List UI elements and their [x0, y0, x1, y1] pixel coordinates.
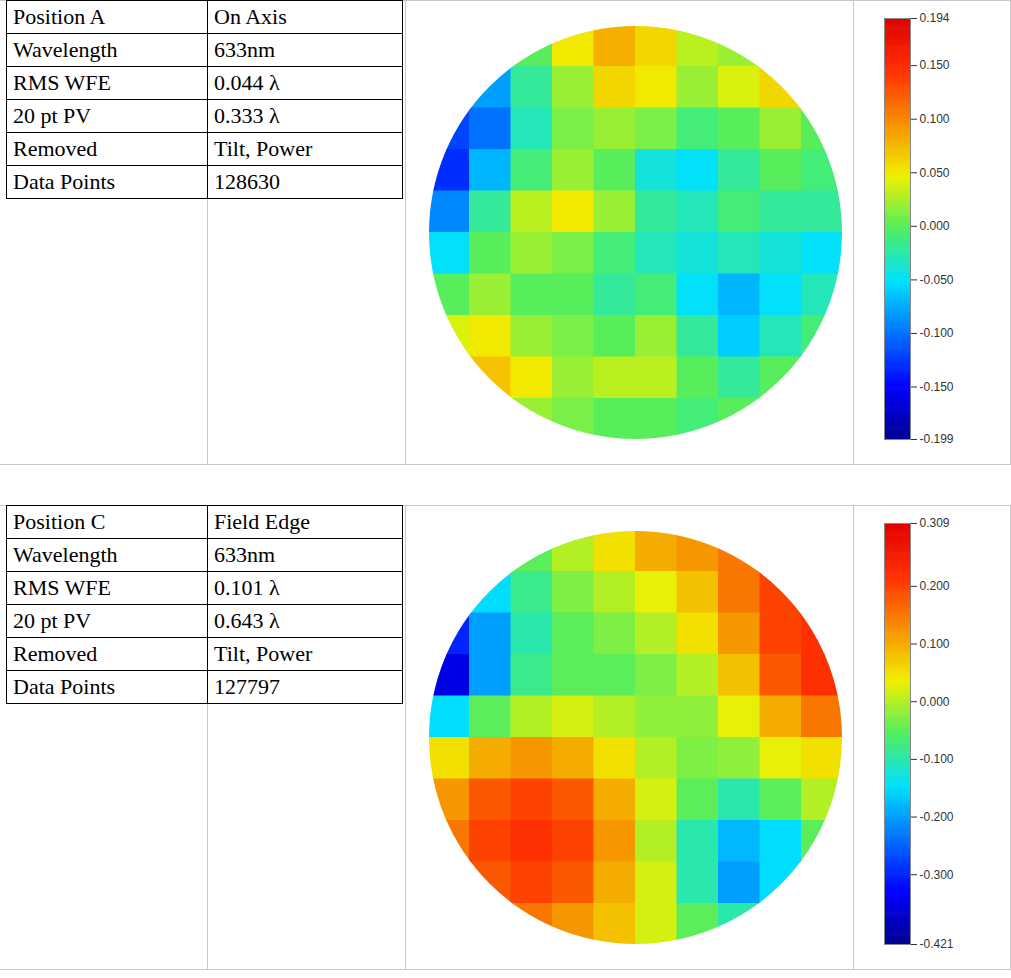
svg-text:0.100: 0.100 — [920, 637, 950, 651]
html-text:20 pt PV: 20 pt PV — [13, 608, 92, 633]
svg-text:-0.200: -0.200 — [920, 810, 954, 824]
svg-text:0.100: 0.100 — [920, 112, 950, 126]
svg-text:0.200: 0.200 — [920, 579, 950, 593]
html-text:Removed: Removed — [13, 641, 98, 666]
html-text:Wavelength: Wavelength — [13, 37, 118, 62]
html-text:0.643 λ: 0.643 λ — [214, 608, 280, 633]
svg-text:-0.300: -0.300 — [920, 868, 954, 882]
html-text:Field Edge: Field Edge — [214, 509, 310, 534]
svg-text:0.000: 0.000 — [920, 219, 950, 233]
html-text:Data Points: Data Points — [13, 169, 116, 194]
html-text:On Axis: On Axis — [214, 4, 287, 29]
html-text:Removed: Removed — [13, 136, 98, 161]
html-text:127797: 127797 — [214, 674, 280, 699]
svg-text:-0.199: -0.199 — [920, 432, 954, 446]
svg-text:-0.100: -0.100 — [920, 326, 954, 340]
svg-text:0.194: 0.194 — [920, 11, 950, 25]
svg-text:0.150: 0.150 — [920, 58, 950, 72]
svg-text:0.050: 0.050 — [920, 166, 950, 180]
html-text:Tilt, Power: Tilt, Power — [214, 136, 313, 161]
html-text:0.333 λ: 0.333 λ — [214, 103, 280, 128]
html-text:633nm: 633nm — [214, 542, 276, 567]
html-text:0.044 λ: 0.044 λ — [214, 70, 280, 95]
svg-text:0.000: 0.000 — [920, 695, 950, 709]
html-text:RMS WFE: RMS WFE — [13, 575, 111, 600]
html-text:RMS WFE: RMS WFE — [13, 70, 111, 95]
html-text:Wavelength: Wavelength — [13, 542, 118, 567]
svg-text:-0.150: -0.150 — [920, 380, 954, 394]
html-text:Position A: Position A — [13, 4, 106, 29]
html-text:Data Points: Data Points — [13, 674, 116, 699]
svg-text:-0.100: -0.100 — [920, 752, 954, 766]
svg-text:-0.050: -0.050 — [920, 273, 954, 287]
html-text:633nm: 633nm — [214, 37, 276, 62]
svg-text:0.309: 0.309 — [920, 516, 950, 530]
html-text:0.101 λ: 0.101 λ — [214, 575, 280, 600]
html-text:20 pt PV: 20 pt PV — [13, 103, 92, 128]
html-text:Tilt, Power: Tilt, Power — [214, 641, 313, 666]
html-text:Position C: Position C — [13, 509, 106, 534]
html-text:128630: 128630 — [214, 169, 280, 194]
svg-text:-0.421: -0.421 — [920, 937, 954, 951]
